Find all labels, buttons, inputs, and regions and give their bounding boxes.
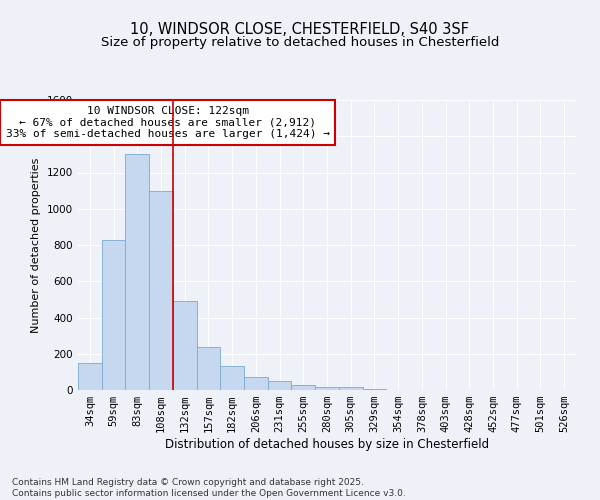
Bar: [102, 240, 125, 390]
Bar: [244, 378, 268, 390]
Text: Size of property relative to detached houses in Chesterfield: Size of property relative to detached ho…: [101, 36, 499, 49]
Bar: [362, 388, 386, 390]
Bar: [78, 363, 102, 390]
Y-axis label: Number of detached properties: Number of detached properties: [31, 158, 41, 332]
Text: Contains HM Land Registry data © Crown copyright and database right 2025.
Contai: Contains HM Land Registry data © Crown c…: [12, 478, 406, 498]
Bar: [125, 154, 149, 390]
Bar: [315, 386, 339, 390]
Bar: [220, 366, 244, 390]
Bar: [268, 382, 292, 390]
Bar: [292, 385, 315, 390]
Text: 10, WINDSOR CLOSE, CHESTERFIELD, S40 3SF: 10, WINDSOR CLOSE, CHESTERFIELD, S40 3SF: [131, 22, 470, 38]
Bar: [197, 348, 220, 390]
Bar: [173, 301, 197, 390]
Text: 10 WINDSOR CLOSE: 122sqm
← 67% of detached houses are smaller (2,912)
33% of sem: 10 WINDSOR CLOSE: 122sqm ← 67% of detach…: [5, 106, 329, 139]
Bar: [149, 190, 173, 390]
X-axis label: Distribution of detached houses by size in Chesterfield: Distribution of detached houses by size …: [165, 438, 489, 451]
Bar: [339, 386, 362, 390]
